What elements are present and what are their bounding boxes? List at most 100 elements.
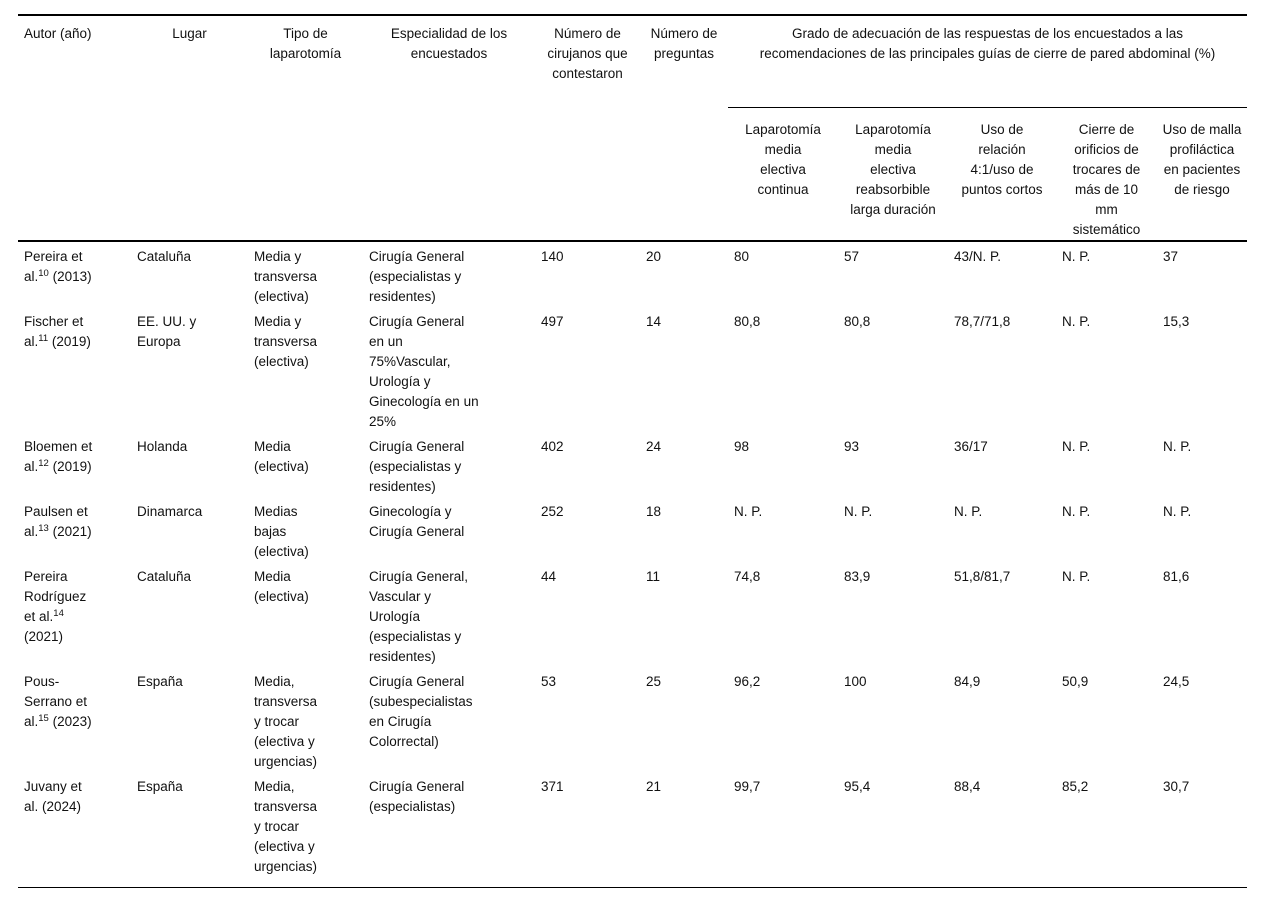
cell-lugar: España [137, 673, 183, 689]
cell-grado-reabsorbible: 80,8 [844, 313, 871, 329]
cell-grado-relacion: N. P. [954, 503, 983, 519]
cell-tipo: Media y transversa (electiva) [254, 313, 318, 369]
cell-especialidad: Cirugía General en un 75%Vascular, Urolo… [369, 313, 479, 429]
cell-num-preguntas: 25 [646, 673, 662, 689]
author-name: Pereira et al. [24, 248, 83, 284]
cell-num-cirujanos: 252 [541, 503, 564, 519]
table-row: Bloemen et al.12 (2019) Holanda Media (e… [18, 432, 1247, 497]
cell-grado-malla: 81,6 [1163, 568, 1190, 584]
cell-num-preguntas: 11 [646, 568, 661, 584]
reference-superscript: 11 [38, 333, 49, 344]
col-header-num-cirujanos: Número de cirujanos que contestaron [535, 15, 640, 242]
reference-superscript: 13 [38, 523, 49, 534]
cell-grado-continua: 80,8 [734, 313, 761, 329]
cell-grado-relacion: 84,9 [954, 673, 981, 689]
table-body: Pereira et al.10 (2013) Cataluña Media y… [18, 241, 1248, 888]
cell-num-cirujanos: 371 [535, 771, 640, 888]
subcol-header-cierre-trocares: Cierre de orificios de trocares de más d… [1056, 107, 1157, 242]
cell-lugar: España [131, 771, 248, 888]
author-name: Paulsen et al. [24, 503, 88, 539]
cell-especialidad: Cirugía General (especialistas y residen… [369, 248, 465, 304]
cell-especialidad: Cirugía General (subespecialistas en Cir… [369, 673, 473, 749]
cell-autor: Pereira Rodríguez et al.14 (2021) [18, 562, 131, 667]
subcol-header-laparotomia-continua: Laparotomía media electiva continua [728, 107, 838, 242]
cell-autor: Paulsen et al.13 (2021) [18, 497, 131, 562]
cell-num-cirujanos: 497 [541, 313, 564, 329]
col-header-tipo-laparotomia: Tipo de laparotomía [248, 15, 363, 242]
author-year: (2021) [52, 523, 92, 539]
subcol-header-malla-profilactica: Uso de malla profiláctica en pacientes d… [1157, 107, 1248, 242]
cell-grado-continua: 80 [734, 248, 750, 264]
cell-tipo: Media y transversa (electiva) [254, 248, 318, 304]
cell-grado-relacion: 51,8/81,7 [954, 568, 1011, 584]
author-year: (2023) [52, 713, 92, 729]
group-header-grado-adecuacion: Grado de adecuación de las respuestas de… [728, 15, 1248, 108]
author-year: (2013) [52, 268, 92, 284]
author-name: Pous-Serrano et al. [24, 673, 88, 729]
col-header-num-preguntas: Número de preguntas [640, 15, 728, 242]
subcol-header-laparotomia-reabsorbible: Laparotomía media electiva reabsorbible … [838, 107, 948, 242]
reference-superscript: 15 [38, 713, 49, 724]
cell-lugar: Cataluña [137, 568, 192, 584]
author-year: (2021) [24, 628, 64, 644]
cell-grado-reabsorbible: 95,4 [838, 771, 948, 888]
cell-grado-reabsorbible: 100 [844, 673, 867, 689]
table-row: Pereira et al.10 (2013) Cataluña Media y… [18, 241, 1247, 307]
cell-lugar: Dinamarca [137, 503, 203, 519]
cell-grado-trocares: N. P. [1062, 503, 1091, 519]
cell-grado-trocares: 50,9 [1062, 673, 1089, 689]
cell-grado-reabsorbible: 57 [844, 248, 860, 264]
table-row: Fischer et al.11 (2019) EE. UU. y Europa… [18, 307, 1247, 432]
cell-grado-trocares: N. P. [1062, 248, 1091, 264]
cell-autor: Pous-Serrano et al.15 (2023) [18, 667, 131, 772]
cell-grado-reabsorbible: 83,9 [844, 568, 871, 584]
cell-grado-trocares: N. P. [1062, 438, 1091, 454]
cell-num-preguntas: 14 [646, 313, 662, 329]
cell-grado-malla: 15,3 [1163, 313, 1190, 329]
cell-grado-malla: 37 [1163, 248, 1179, 264]
cell-autor: Juvany et al. (2024) [18, 771, 131, 888]
cell-grado-relacion: 78,7/71,8 [954, 313, 1011, 329]
cell-grado-malla: 24,5 [1163, 673, 1190, 689]
cell-grado-trocares: 85,2 [1056, 771, 1157, 888]
cell-grado-continua: 98 [734, 438, 750, 454]
cell-num-preguntas: 18 [646, 503, 662, 519]
cell-especialidad: Cirugía General (especialistas) [363, 771, 535, 888]
table-row: Juvany et al. (2024) España Media, trans… [18, 771, 1248, 888]
cell-grado-continua: 96,2 [734, 673, 761, 689]
cell-especialidad: Cirugía General (especialistas y residen… [369, 438, 465, 494]
cell-autor: Fischer et al.11 (2019) [18, 307, 131, 432]
reference-superscript: 12 [38, 458, 49, 469]
header-row-sub: Laparotomía media electiva continua Lapa… [18, 107, 1248, 242]
cell-grado-malla: N. P. [1163, 503, 1192, 519]
cell-tipo: Media, transversa y trocar (electiva y u… [254, 673, 318, 769]
cell-grado-relacion: 36/17 [954, 438, 988, 454]
cell-tipo: Media (electiva) [254, 438, 309, 474]
author-name: Pereira Rodríguez et al. [24, 568, 87, 624]
cell-grado-malla: 30,7 [1157, 771, 1248, 888]
author-year: (2019) [52, 458, 92, 474]
header-row-top: Autor (año) Lugar Tipo de laparotomía Es… [18, 15, 1248, 242]
cell-tipo: Media (electiva) [254, 568, 309, 604]
cell-num-cirujanos: 402 [541, 438, 564, 454]
col-header-lugar: Lugar [131, 15, 248, 242]
cell-num-cirujanos: 53 [541, 673, 557, 689]
cell-grado-relacion: 88,4 [948, 771, 1056, 888]
cell-num-cirujanos: 44 [541, 568, 557, 584]
cell-lugar: Holanda [137, 438, 188, 454]
cell-especialidad: Ginecología y Cirugía General [369, 503, 465, 539]
table-row: Pous-Serrano et al.15 (2023) España Medi… [18, 667, 1247, 772]
cell-autor: Pereira et al.10 (2013) [18, 241, 131, 307]
cell-grado-malla: N. P. [1163, 438, 1192, 454]
cell-autor: Bloemen et al.12 (2019) [18, 432, 131, 497]
survey-comparison-table: Autor (año) Lugar Tipo de laparotomía Es… [18, 14, 1248, 888]
author-name: Bloemen et al. [24, 438, 93, 474]
subcol-header-relacion-41: Uso de relación 4:1/uso de puntos cortos [948, 107, 1056, 242]
cell-num-preguntas: 21 [640, 771, 728, 888]
author-name: Fischer et al. [24, 313, 84, 349]
col-header-especialidad: Especialidad de los encuestados [363, 15, 535, 242]
cell-grado-reabsorbible: N. P. [844, 503, 873, 519]
cell-lugar: EE. UU. y Europa [137, 313, 197, 349]
cell-num-cirujanos: 140 [541, 248, 564, 264]
table-row: Pereira Rodríguez et al.14 (2021) Catalu… [18, 562, 1247, 667]
